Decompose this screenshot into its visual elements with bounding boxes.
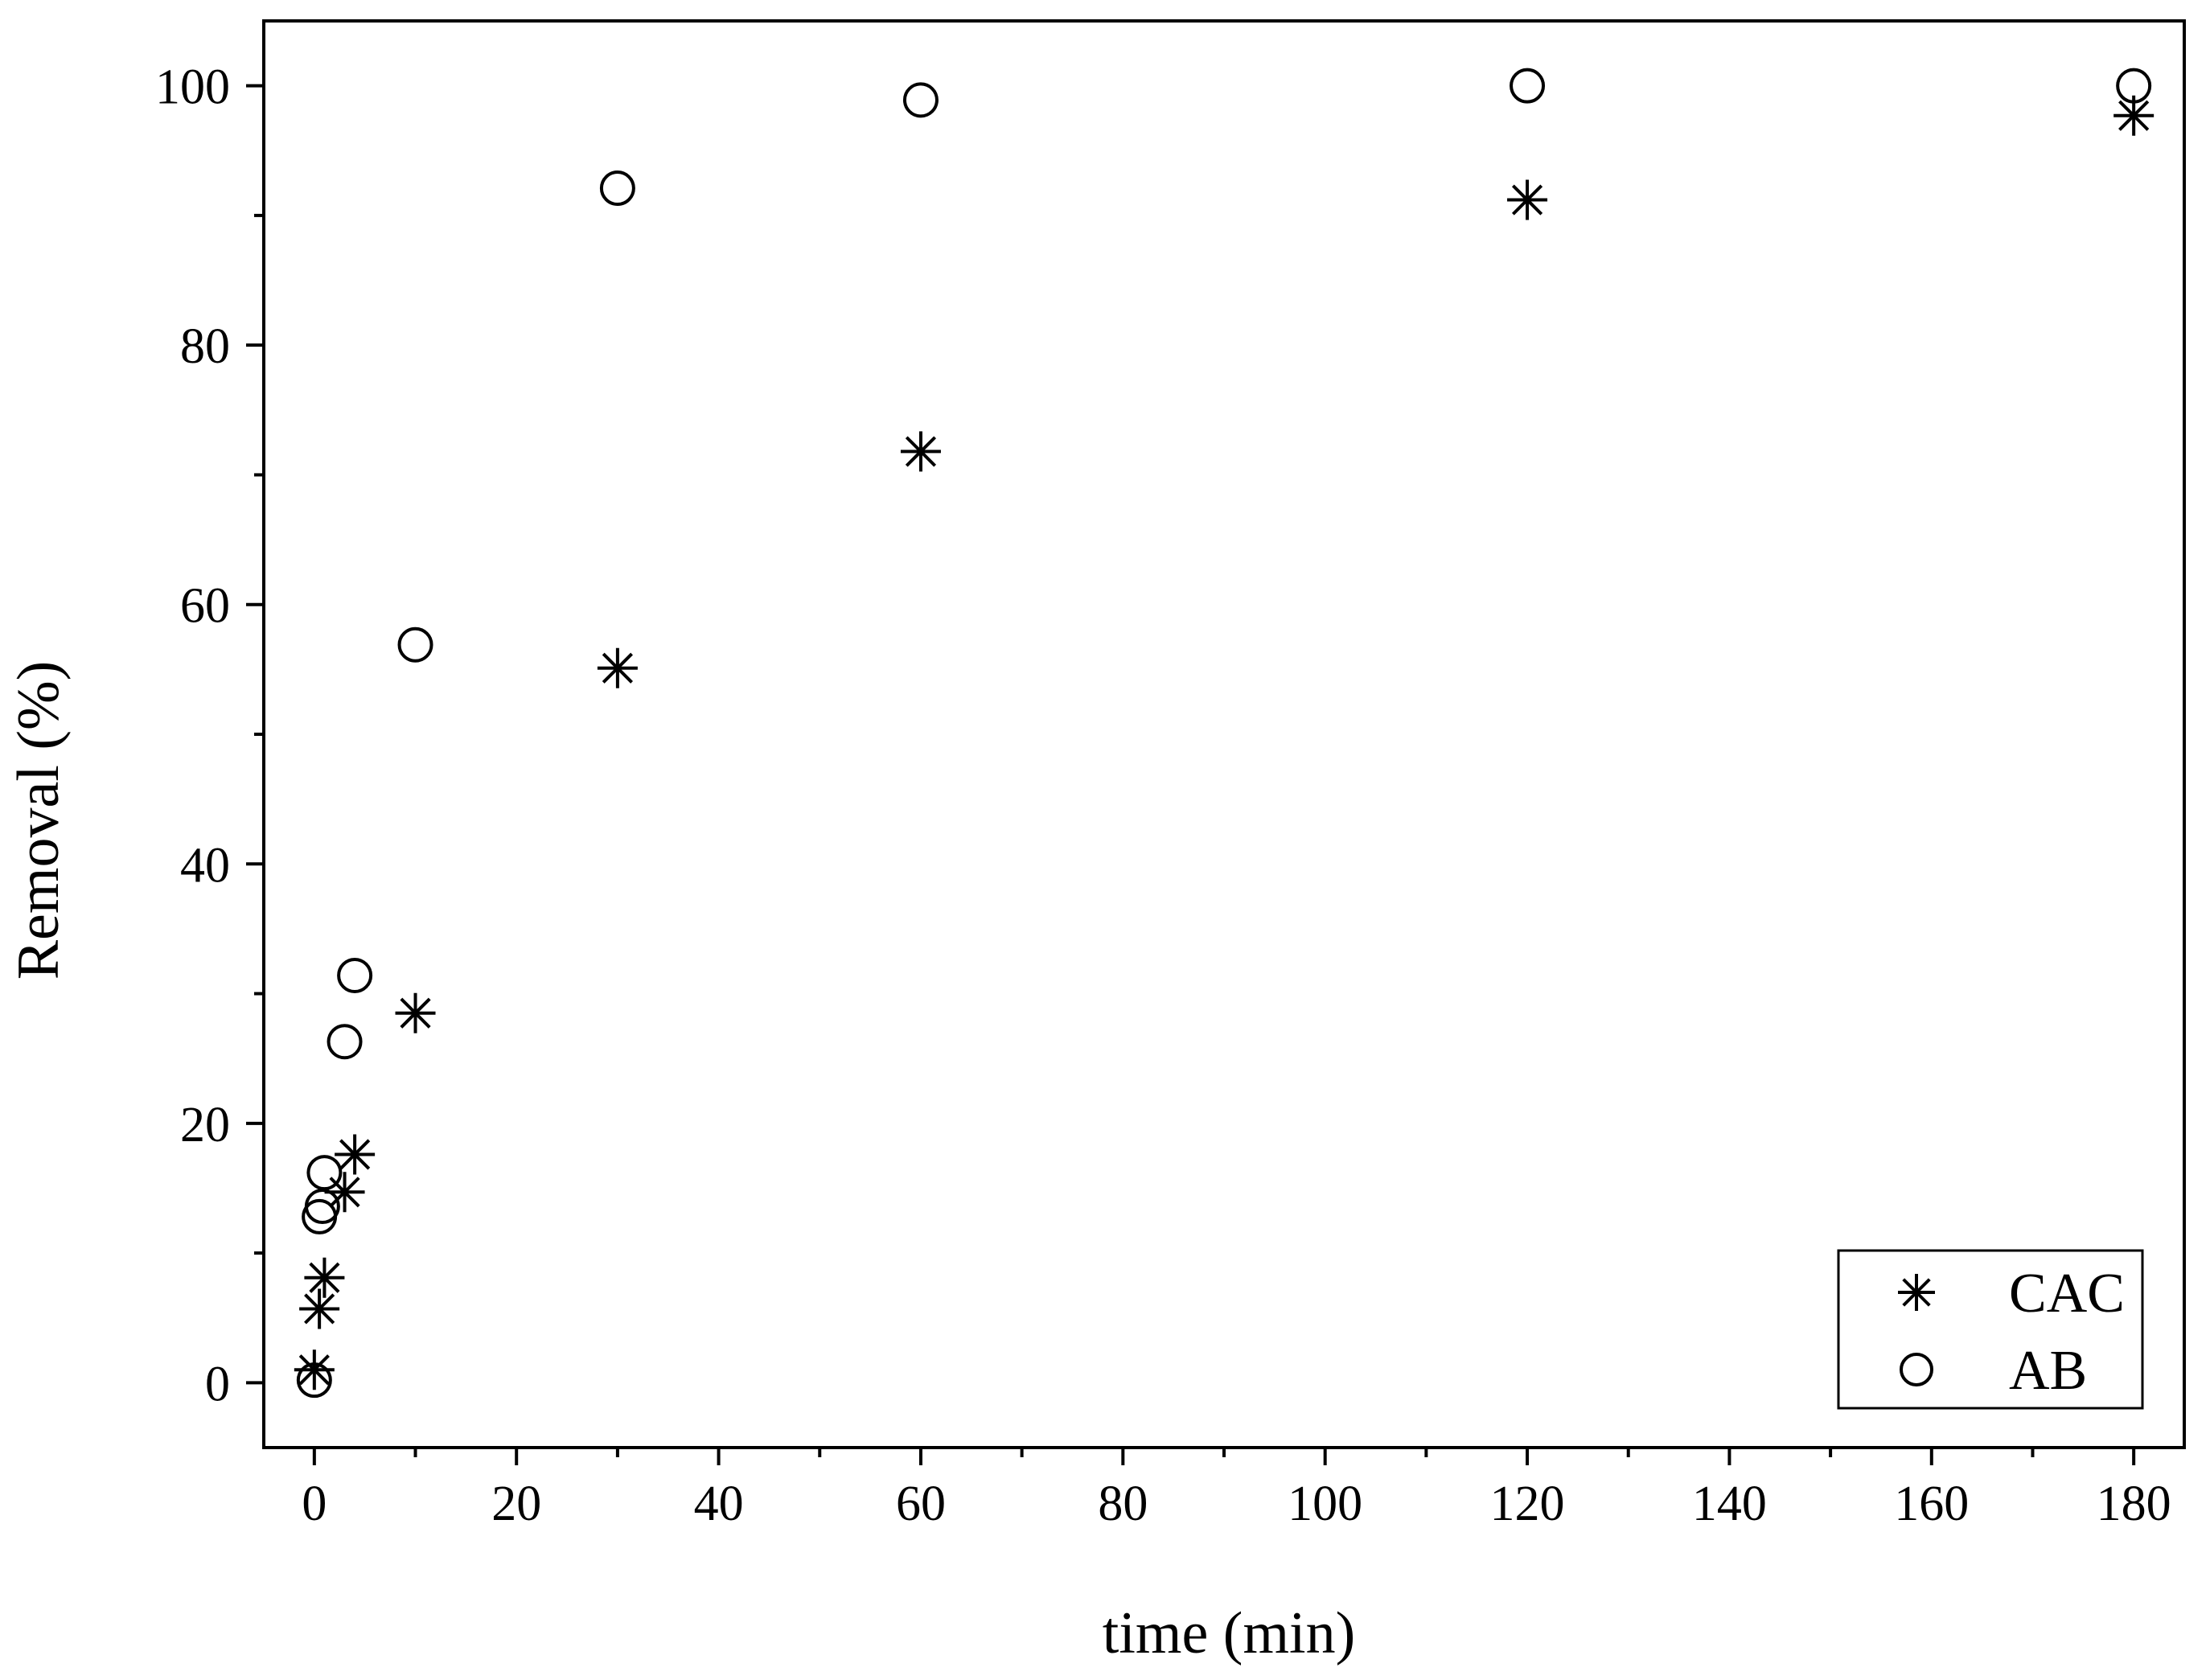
y-axis-title: Removal (%) xyxy=(6,661,72,980)
x-tick-label: 120 xyxy=(1490,1477,1565,1531)
points-layer xyxy=(294,68,2155,1399)
data-point-cac xyxy=(304,1257,345,1298)
series-ab xyxy=(296,68,2152,1399)
x-axis-title: time (min) xyxy=(1103,1600,1355,1666)
x-tick-label: 20 xyxy=(491,1477,541,1531)
x-tick-label: 180 xyxy=(2097,1477,2171,1531)
data-point-ab xyxy=(306,1155,343,1191)
y-tick-label: 40 xyxy=(180,838,230,893)
data-point-ab xyxy=(337,957,373,993)
x-tick-label: 60 xyxy=(896,1477,946,1531)
legend-marker-ab xyxy=(1900,1353,1933,1386)
data-point-ab xyxy=(397,626,433,663)
data-point-ab xyxy=(2116,68,2152,104)
x-tick-label: 40 xyxy=(694,1477,744,1531)
data-point-cac xyxy=(294,1349,335,1390)
data-point-ab xyxy=(1510,68,1546,104)
x-tick-label: 80 xyxy=(1098,1477,1148,1531)
y-tick-label: 0 xyxy=(205,1357,230,1411)
legend-label-ab: AB xyxy=(2009,1340,2087,1402)
y-tick-label: 100 xyxy=(155,60,230,115)
x-tick-label: 140 xyxy=(1692,1477,1767,1531)
legend: CAC AB xyxy=(1837,1249,2144,1410)
y-tick-label: 60 xyxy=(180,579,230,634)
data-point-cac xyxy=(335,1134,376,1175)
y-tick-label: 20 xyxy=(180,1098,230,1152)
legend-box xyxy=(1837,1249,2144,1410)
x-tick-label: 0 xyxy=(302,1477,327,1531)
data-point-cac xyxy=(1507,179,1548,220)
data-point-ab xyxy=(902,82,939,118)
legend-label-cac: CAC xyxy=(2009,1263,2125,1325)
legend-marker-cac xyxy=(1898,1274,1935,1311)
data-point-ab xyxy=(304,1189,340,1225)
axes-layer: 0 20 40 60 80 100 120 140 160 180 0 20 40 60 80 100 xyxy=(155,19,2186,1531)
series-cac xyxy=(294,95,2155,1390)
data-point-cac xyxy=(900,431,941,472)
y-tick-label: 80 xyxy=(180,319,230,374)
data-point-cac xyxy=(597,647,638,688)
data-point-ab xyxy=(599,170,635,207)
x-tick-label: 160 xyxy=(1894,1477,1969,1531)
x-tick-label: 100 xyxy=(1288,1477,1362,1531)
data-point-ab xyxy=(327,1024,363,1060)
data-point-ab xyxy=(296,1362,332,1399)
data-point-cac xyxy=(299,1288,340,1329)
data-point-cac xyxy=(395,992,436,1033)
